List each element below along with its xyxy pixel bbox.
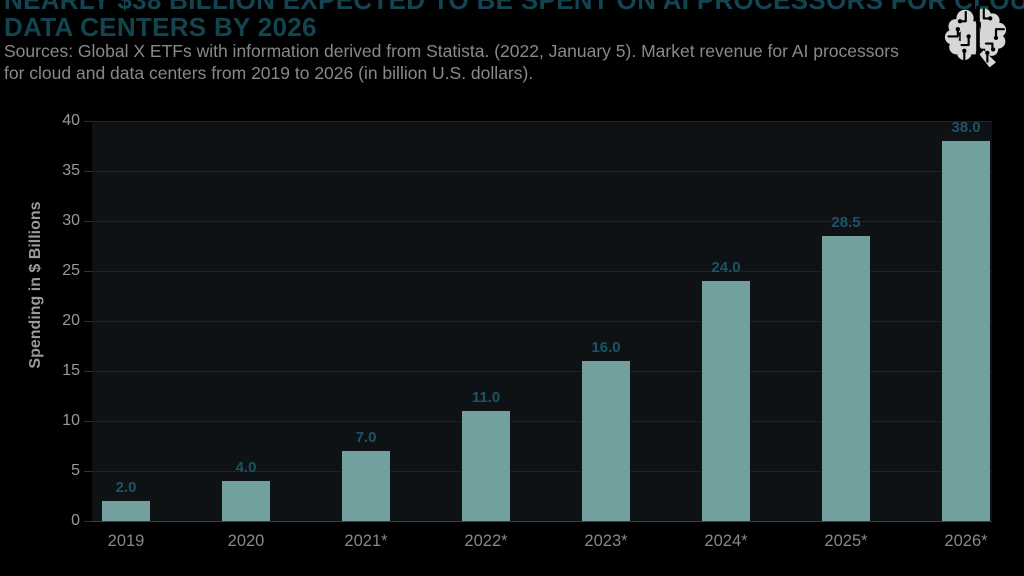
bar-value-label: 4.0 — [235, 459, 257, 476]
y-tick — [84, 171, 92, 172]
y-tick-label: 40 — [62, 112, 80, 129]
gridline — [92, 171, 992, 172]
bar-2020 — [222, 481, 270, 521]
y-tick — [84, 321, 92, 322]
y-tick-label: 20 — [62, 312, 80, 329]
x-tick-label: 2022* — [464, 532, 508, 550]
x-tick-label: 2021* — [344, 532, 388, 550]
gridline — [92, 271, 992, 272]
y-tick-label: 0 — [71, 512, 80, 529]
gridline — [92, 121, 992, 122]
bar-2023* — [582, 361, 630, 521]
y-tick-label: 15 — [62, 362, 80, 379]
bar-value-label: 28.5 — [831, 214, 861, 231]
y-tick — [84, 121, 92, 122]
bar-2019 — [102, 501, 150, 521]
source-line-2: for cloud and data centers from 2019 to … — [4, 63, 534, 83]
x-tick-label: 2026* — [944, 532, 988, 550]
y-tick — [84, 421, 92, 422]
x-tick-label: 2020 — [227, 532, 265, 550]
gridline — [92, 321, 992, 322]
y-tick — [84, 271, 92, 272]
y-tick-label: 25 — [62, 262, 80, 279]
title-line-2: DATA CENTERS BY 2026 — [4, 12, 317, 42]
y-tick-label: 30 — [62, 212, 80, 229]
bar-2024* — [702, 281, 750, 521]
bar-2026* — [942, 141, 990, 521]
y-tick — [84, 221, 92, 222]
x-tick-label: 2023* — [584, 532, 628, 550]
x-tick-label: 2024* — [704, 532, 748, 550]
y-tick-label: 5 — [71, 462, 80, 479]
bar-value-label: 24.0 — [711, 259, 741, 276]
y-tick-label: 10 — [62, 412, 80, 429]
source-line-1: Sources: Global X ETFs with information … — [4, 41, 899, 61]
source-citation: Sources: Global X ETFs with information … — [4, 40, 1014, 84]
bar-value-label: 2.0 — [115, 479, 137, 496]
gridline — [92, 221, 992, 222]
title-line-1: NEARLY $38 BILLION EXPECTED TO BE SPENT … — [4, 0, 1024, 15]
bar-value-label: 16.0 — [591, 339, 621, 356]
bar-2021* — [342, 451, 390, 521]
plot-area: 2.0 4.0 7.0 11.0 16.0 24.0 28.5 38.0 — [92, 119, 992, 522]
y-tick — [84, 471, 92, 472]
y-tick — [84, 521, 92, 522]
y-tick — [84, 371, 92, 372]
bar-value-label: 38.0 — [951, 119, 981, 136]
ai-brain-circuit-icon — [942, 4, 1014, 76]
x-tick-label: 2019 — [107, 532, 145, 550]
bar-2022* — [462, 411, 510, 521]
gridline — [92, 371, 992, 372]
gridline — [92, 421, 992, 422]
x-tick-label: 2025* — [824, 532, 868, 550]
bar-value-label: 7.0 — [355, 429, 377, 446]
y-tick-label: 35 — [62, 162, 80, 179]
bar-2025* — [822, 236, 870, 521]
gridline — [92, 471, 992, 472]
bar-value-label: 11.0 — [471, 389, 501, 406]
page-title: NEARLY $38 BILLION EXPECTED TO BE SPENT … — [4, 0, 1024, 42]
